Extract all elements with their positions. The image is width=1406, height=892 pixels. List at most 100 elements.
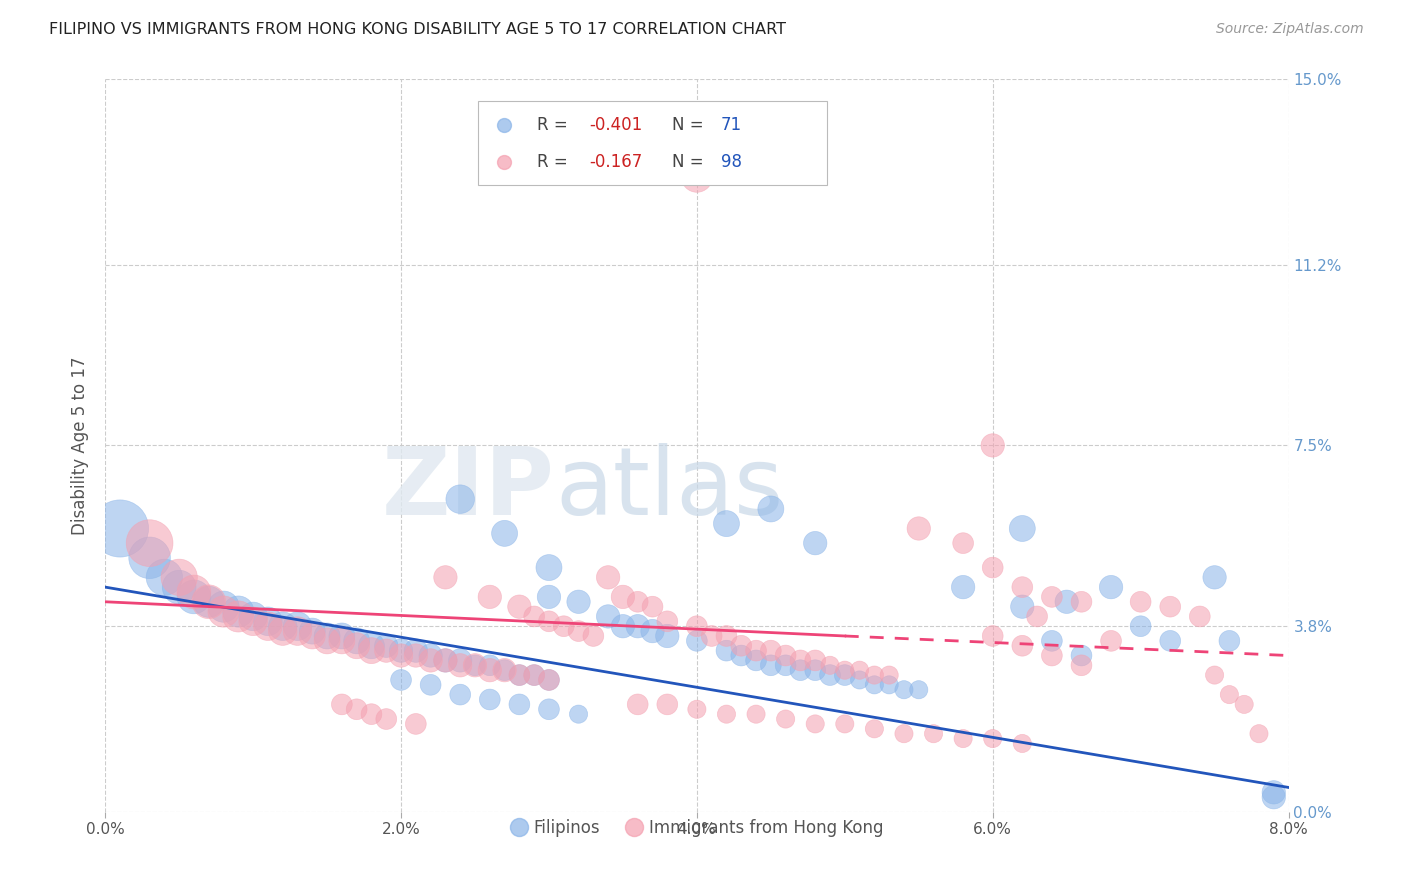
Point xyxy=(1233,698,1256,712)
Point xyxy=(257,615,280,629)
Point xyxy=(877,668,900,682)
Point xyxy=(789,663,811,677)
Point xyxy=(863,668,886,682)
Point xyxy=(523,668,546,682)
Point xyxy=(537,673,560,687)
Legend: Filipinos, Immigrants from Hong Kong: Filipinos, Immigrants from Hong Kong xyxy=(503,813,890,844)
Point xyxy=(863,722,886,736)
Point xyxy=(449,492,471,507)
Point xyxy=(1247,727,1270,741)
Point xyxy=(952,536,974,550)
Point xyxy=(612,590,634,604)
Point xyxy=(228,609,250,624)
Point xyxy=(523,609,546,624)
Point xyxy=(952,580,974,594)
Point xyxy=(1011,580,1033,594)
Point xyxy=(389,643,412,657)
Point xyxy=(346,633,368,648)
Point xyxy=(567,624,589,639)
Point xyxy=(775,658,797,673)
Point xyxy=(478,590,501,604)
Point xyxy=(405,717,427,731)
Point xyxy=(316,629,339,643)
Point xyxy=(464,658,486,673)
Point xyxy=(1040,633,1063,648)
Point xyxy=(434,653,457,667)
Point xyxy=(405,648,427,663)
Point xyxy=(877,678,900,692)
Point xyxy=(907,682,929,697)
Point xyxy=(360,707,382,722)
Point xyxy=(848,673,870,687)
Point xyxy=(405,643,427,657)
Point xyxy=(730,648,752,663)
Point xyxy=(167,570,190,584)
Point xyxy=(257,619,280,633)
Point xyxy=(375,712,398,726)
Point xyxy=(375,639,398,653)
Point xyxy=(301,629,323,643)
Point xyxy=(818,668,841,682)
Point xyxy=(523,668,546,682)
Point xyxy=(212,599,235,614)
Text: N =: N = xyxy=(672,153,709,170)
Point xyxy=(789,653,811,667)
Text: -0.167: -0.167 xyxy=(589,153,643,170)
Point xyxy=(537,673,560,687)
Point xyxy=(419,648,441,663)
Point xyxy=(1204,668,1226,682)
Point xyxy=(389,673,412,687)
Point xyxy=(922,727,945,741)
Point xyxy=(759,502,782,516)
Point xyxy=(730,639,752,653)
Point xyxy=(494,663,516,677)
Point xyxy=(834,717,856,731)
Text: Source: ZipAtlas.com: Source: ZipAtlas.com xyxy=(1216,22,1364,37)
Point xyxy=(330,698,353,712)
Point xyxy=(360,639,382,653)
Point xyxy=(419,653,441,667)
Point xyxy=(508,599,530,614)
Point xyxy=(138,536,160,550)
Point xyxy=(745,643,768,657)
Point xyxy=(449,653,471,667)
Point xyxy=(1070,648,1092,663)
Point xyxy=(1129,619,1152,633)
Point xyxy=(1099,580,1122,594)
Text: R =: R = xyxy=(537,116,574,134)
Point xyxy=(1011,639,1033,653)
Point xyxy=(346,639,368,653)
Point xyxy=(508,668,530,682)
Point xyxy=(716,516,738,531)
Point xyxy=(287,624,309,639)
Point xyxy=(759,643,782,657)
Point xyxy=(1188,609,1211,624)
Point xyxy=(1159,599,1181,614)
Point xyxy=(582,629,605,643)
Point xyxy=(657,629,679,643)
Point xyxy=(612,619,634,633)
Point xyxy=(775,648,797,663)
Point xyxy=(700,629,723,643)
Y-axis label: Disability Age 5 to 17: Disability Age 5 to 17 xyxy=(72,356,89,534)
Text: 71: 71 xyxy=(720,116,742,134)
Point xyxy=(212,605,235,619)
Point xyxy=(1263,790,1285,805)
Point xyxy=(271,624,294,639)
Point xyxy=(197,595,219,609)
Point xyxy=(686,619,709,633)
Point xyxy=(834,663,856,677)
Point xyxy=(1040,648,1063,663)
Text: FILIPINO VS IMMIGRANTS FROM HONG KONG DISABILITY AGE 5 TO 17 CORRELATION CHART: FILIPINO VS IMMIGRANTS FROM HONG KONG DI… xyxy=(49,22,786,37)
Point xyxy=(1011,736,1033,750)
Point xyxy=(686,169,709,184)
Text: -0.401: -0.401 xyxy=(589,116,643,134)
Point xyxy=(197,595,219,609)
Point xyxy=(775,712,797,726)
Point xyxy=(657,615,679,629)
Point xyxy=(228,605,250,619)
Point xyxy=(375,643,398,657)
Point xyxy=(627,619,650,633)
Point xyxy=(716,707,738,722)
Point xyxy=(1011,599,1033,614)
